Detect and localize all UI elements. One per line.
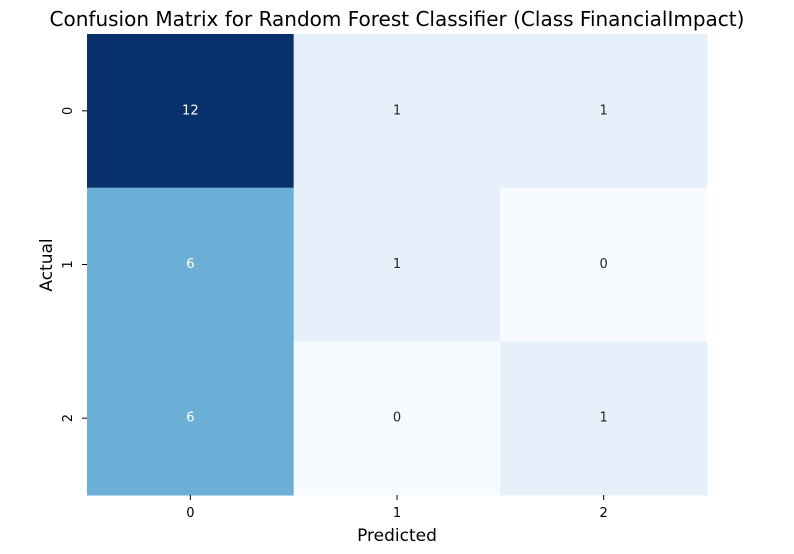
heatmap-cell (293, 187, 501, 342)
heatmap-cells (87, 34, 708, 496)
y-tick-label: 0 (61, 107, 76, 115)
y-tick-label: 2 (61, 414, 76, 422)
heatmap-cell (293, 341, 501, 496)
cell-value-label: 0 (600, 257, 608, 272)
cell-value-label: 0 (393, 411, 401, 426)
heatmap-cell (87, 187, 295, 342)
y-tick-label: 1 (61, 260, 76, 268)
x-axis-ticks: 0 1 2 (186, 495, 608, 521)
chart-title: Confusion Matrix for Random Forest Class… (50, 7, 745, 31)
cell-value-label: 6 (186, 411, 194, 426)
y-axis-label: Actual (37, 238, 57, 291)
cell-value-label: 6 (186, 257, 194, 272)
cell-value-label: 12 (182, 103, 199, 118)
heatmap-cell (87, 341, 295, 496)
heatmap-cell (293, 34, 501, 189)
cell-value-label: 1 (393, 257, 401, 272)
heatmap-cell (500, 34, 708, 189)
x-tick-label: 1 (393, 506, 401, 521)
y-axis-ticks: 0 1 2 (61, 107, 87, 422)
heatmap-cell-labels: 12 1 16 1 06 0 1 (182, 103, 608, 425)
x-tick-label: 2 (600, 506, 608, 521)
x-axis-label: Predicted (357, 526, 437, 546)
heatmap-cell (500, 187, 708, 342)
heatmap-cell (500, 341, 708, 496)
cell-value-label: 1 (600, 103, 608, 118)
cell-value-label: 1 (600, 411, 608, 426)
cell-value-label: 1 (393, 103, 401, 118)
x-tick-label: 0 (186, 506, 194, 521)
heatmap-cell (87, 34, 295, 189)
